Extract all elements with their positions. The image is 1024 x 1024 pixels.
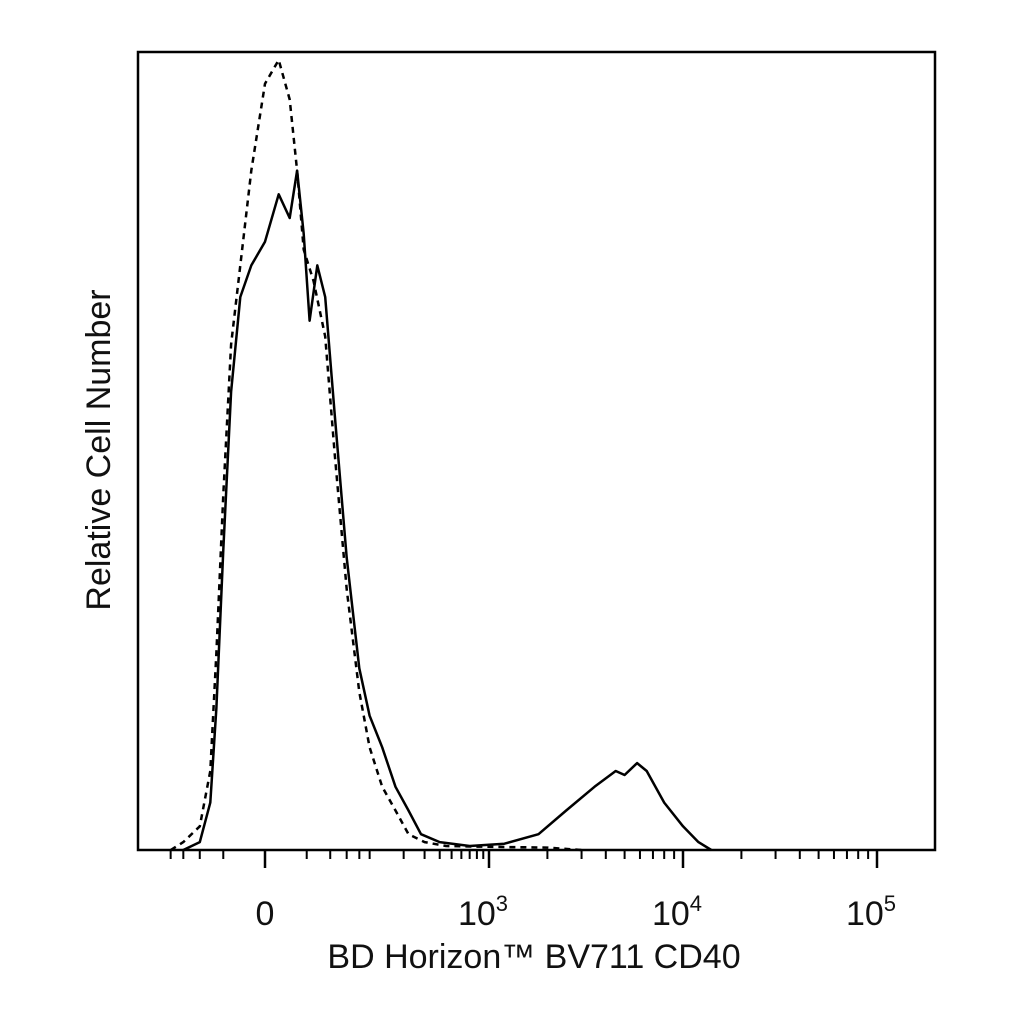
series-dashed-line: [170, 58, 582, 852]
x-tick-label: 103: [458, 891, 508, 933]
plot-frame: [136, 50, 937, 852]
series-solid-line: [182, 169, 712, 852]
x-tick-labels: 0 103 104 105: [256, 891, 897, 933]
x-tick-label: 104: [652, 891, 702, 933]
x-axis-title: BD Horizon™ BV711 CD40: [327, 938, 740, 976]
x-tick-label: 0: [256, 895, 275, 933]
x-minor-ticks: [169, 850, 879, 868]
x-tick-label: 105: [846, 891, 896, 933]
y-axis-title: Relative Cell Number: [80, 289, 118, 610]
series-layer: [170, 58, 712, 852]
